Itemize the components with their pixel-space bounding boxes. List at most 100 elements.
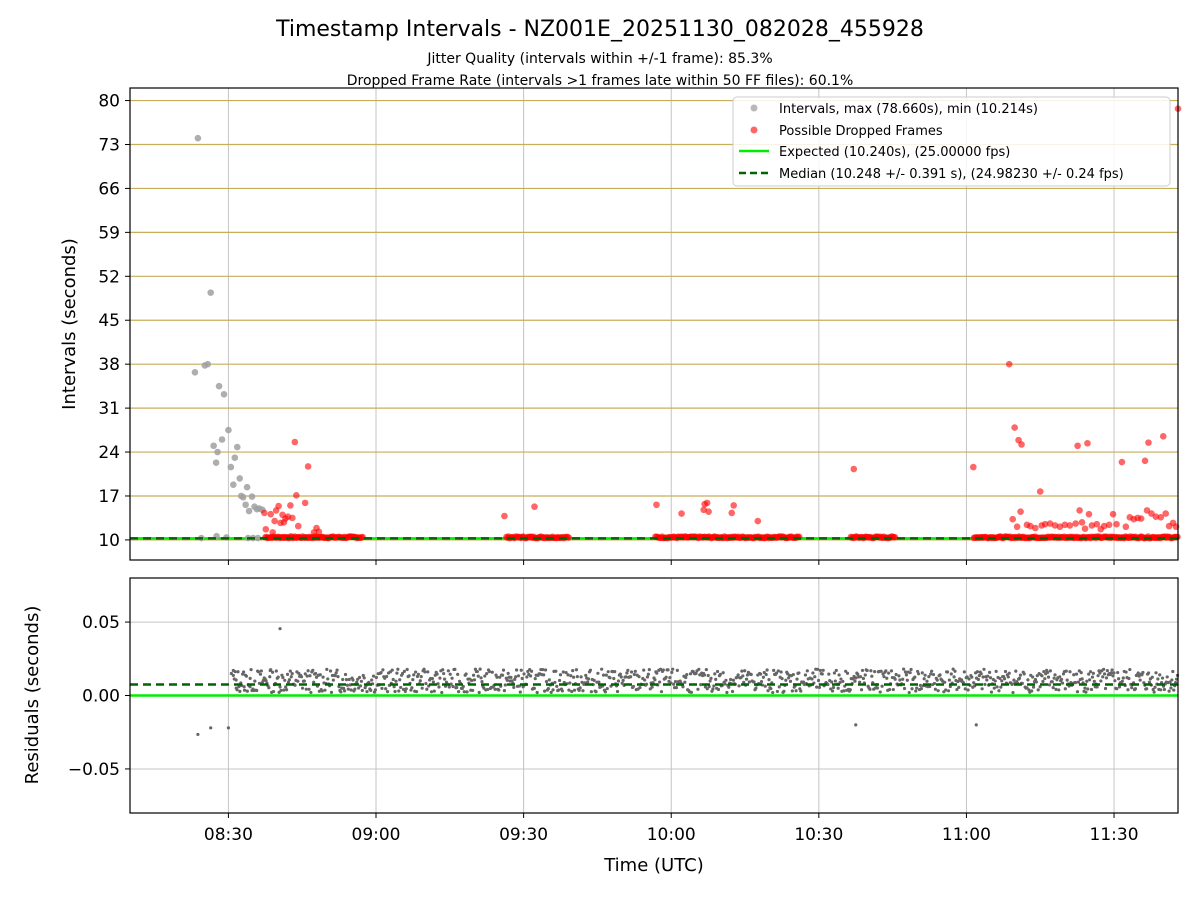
residual-point bbox=[842, 689, 846, 693]
residual-point bbox=[1162, 687, 1167, 692]
residual-point bbox=[584, 673, 588, 677]
dropped-frame-point bbox=[730, 502, 738, 509]
residual-point bbox=[334, 671, 338, 675]
residual-point bbox=[1128, 667, 1132, 672]
residual-point bbox=[395, 671, 399, 675]
residual-point bbox=[384, 687, 388, 691]
residual-point bbox=[697, 667, 701, 671]
residual-point bbox=[801, 680, 806, 684]
residual-point bbox=[974, 723, 978, 727]
residual-point bbox=[1076, 680, 1081, 684]
residual-point bbox=[858, 675, 863, 679]
residual-point bbox=[897, 674, 901, 678]
residual-point bbox=[869, 669, 873, 673]
residual-point bbox=[335, 668, 339, 672]
residual-point bbox=[365, 689, 369, 694]
residual-point bbox=[903, 670, 908, 674]
residual-point bbox=[1127, 676, 1131, 681]
residual-point bbox=[1117, 685, 1122, 689]
residual-point bbox=[557, 678, 562, 683]
residual-point bbox=[577, 688, 581, 692]
residual-point bbox=[341, 677, 345, 682]
residual-point bbox=[379, 670, 383, 675]
residual-point bbox=[725, 690, 729, 695]
interval-point bbox=[254, 534, 262, 542]
residual-point bbox=[509, 675, 513, 680]
dropped-frame-point bbox=[501, 512, 508, 520]
dropped-frame-point bbox=[1018, 441, 1025, 448]
dropped-frame-point bbox=[271, 517, 278, 525]
residual-point bbox=[303, 672, 307, 676]
residual-point bbox=[300, 686, 305, 690]
dropped-frame-point bbox=[1105, 521, 1113, 529]
legend-expected-label: Expected (10.240s), (25.00000 fps) bbox=[779, 145, 1010, 160]
residual-point bbox=[1151, 687, 1155, 692]
residual-point bbox=[759, 679, 764, 684]
interval-point bbox=[220, 390, 228, 398]
residual-point bbox=[949, 672, 953, 676]
residual-point bbox=[972, 681, 976, 685]
residual-point bbox=[645, 675, 650, 679]
residual-point bbox=[574, 668, 579, 672]
residual-point bbox=[267, 686, 271, 690]
residual-point bbox=[945, 670, 950, 674]
residual-point bbox=[659, 690, 664, 694]
residual-point bbox=[453, 667, 457, 672]
residual-point bbox=[856, 672, 860, 676]
residual-point bbox=[329, 690, 334, 694]
bottom-y-axis-label: Residuals (seconds) bbox=[22, 606, 43, 785]
residual-point bbox=[274, 669, 278, 673]
dropped-frame-point bbox=[287, 502, 294, 509]
residual-point bbox=[661, 668, 665, 672]
residual-point bbox=[321, 675, 325, 679]
residual-point bbox=[754, 686, 758, 690]
residual-point bbox=[815, 667, 820, 671]
residual-point bbox=[248, 685, 252, 689]
dropped-frame-point bbox=[1109, 510, 1117, 518]
residual-point bbox=[462, 690, 466, 694]
residual-point bbox=[603, 690, 607, 694]
residual-point bbox=[744, 677, 749, 681]
residual-point bbox=[674, 685, 679, 690]
residual-point bbox=[348, 683, 352, 687]
residual-point bbox=[1046, 675, 1051, 679]
residual-point bbox=[884, 669, 888, 673]
residual-point bbox=[512, 685, 516, 689]
dropped-frame-point bbox=[1081, 525, 1089, 532]
residual-point bbox=[741, 674, 745, 678]
residual-point bbox=[485, 672, 489, 676]
residual-point bbox=[799, 689, 803, 693]
residual-point bbox=[624, 675, 628, 679]
residual-point bbox=[513, 677, 517, 681]
residual-point bbox=[1113, 679, 1117, 683]
residual-point bbox=[581, 689, 585, 693]
residual-point bbox=[831, 685, 836, 690]
legend-dropped-label: Possible Dropped Frames bbox=[779, 124, 943, 139]
residual-point bbox=[992, 686, 996, 690]
residual-point bbox=[653, 678, 657, 682]
dropped-frame-point bbox=[1084, 439, 1091, 447]
dropped-frame-point bbox=[304, 463, 312, 470]
residual-point bbox=[902, 667, 906, 671]
residual-point bbox=[837, 673, 841, 677]
residual-point bbox=[1152, 690, 1156, 694]
residual-point bbox=[1000, 679, 1004, 683]
residual-point bbox=[696, 687, 700, 691]
residual-point bbox=[637, 674, 641, 679]
residual-point bbox=[658, 667, 663, 671]
residual-point bbox=[1102, 667, 1106, 671]
residual-point bbox=[394, 679, 398, 683]
dropped-frame-point bbox=[1078, 519, 1086, 526]
residual-point bbox=[935, 678, 939, 682]
residual-point bbox=[1102, 672, 1107, 676]
dropped-frame-point bbox=[1118, 458, 1126, 466]
residual-point bbox=[1088, 678, 1092, 682]
dropped-frame-point bbox=[1162, 510, 1169, 517]
residual-point bbox=[865, 668, 869, 673]
residual-point bbox=[933, 687, 937, 691]
residual-point bbox=[1047, 683, 1052, 687]
residual-point bbox=[532, 686, 536, 690]
residual-point bbox=[672, 682, 676, 686]
residual-point bbox=[779, 670, 783, 674]
